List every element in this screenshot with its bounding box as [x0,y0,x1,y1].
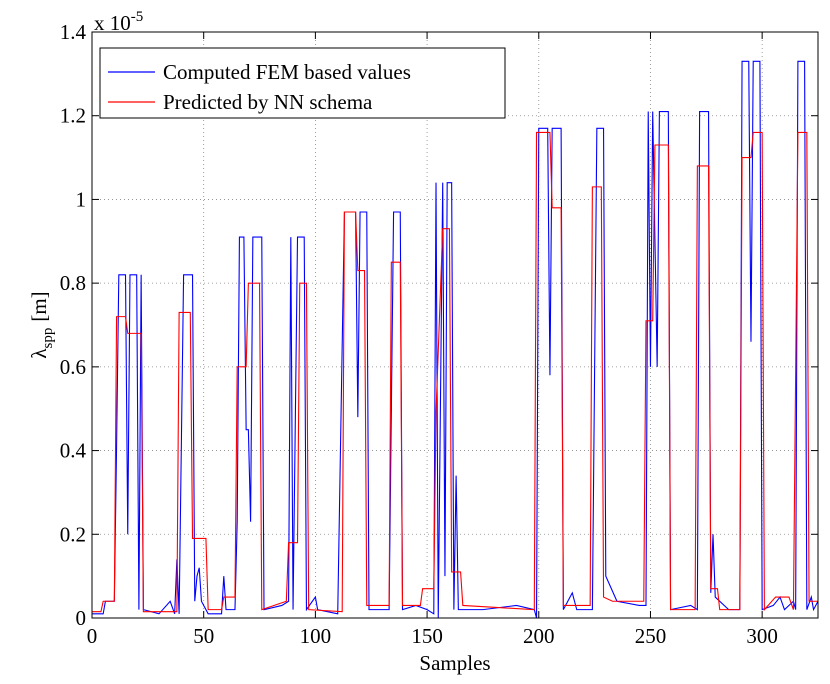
x-tick-label: 200 [523,624,555,648]
x-tick-label: 100 [300,624,332,648]
lines [92,60,819,619]
y-scale-exponent: -5 [131,9,144,25]
y-tick-label: 0.4 [60,439,87,463]
series-line [92,131,818,613]
legend: Computed FEM based values Predicted by NN… [99,47,506,119]
x-tick-label: 0 [87,624,98,648]
plot-frame [91,31,819,619]
x-tick-label: 250 [635,624,667,648]
y-tick-label: 0.6 [60,355,86,379]
y-scale-base: x 10 [94,11,131,35]
y-tick-label: 1 [76,187,87,211]
y-label-unit: [m] [27,291,51,321]
series-line [92,60,819,619]
x-tick-label: 150 [411,624,443,648]
x-tick-label: 50 [193,624,214,648]
y-tick-label: 0.8 [60,271,86,295]
y-label-symbol: λ [27,348,51,359]
x-tick-label: 300 [746,624,778,648]
legend-label: Computed FEM based values [163,60,411,84]
y-tick-label: 1.4 [60,20,87,44]
y-scale: x 10-5 [94,9,143,35]
legend-label: Predicted by NN schema [163,90,373,114]
y-axis-label: λspp [m] [27,291,56,358]
y-tick-label: 0.2 [60,522,86,546]
axes: 0 50 100 150 200 250 300 0 0.2 0.4 0.6 0.8 1 1.2 1.4 [60,20,819,648]
y-tick-label: 1.2 [60,104,86,128]
y-label-sub: spp [40,328,56,349]
y-tick-label: 0 [76,606,87,630]
legend-box [99,47,506,119]
x-axis-label: Samples [419,651,490,675]
